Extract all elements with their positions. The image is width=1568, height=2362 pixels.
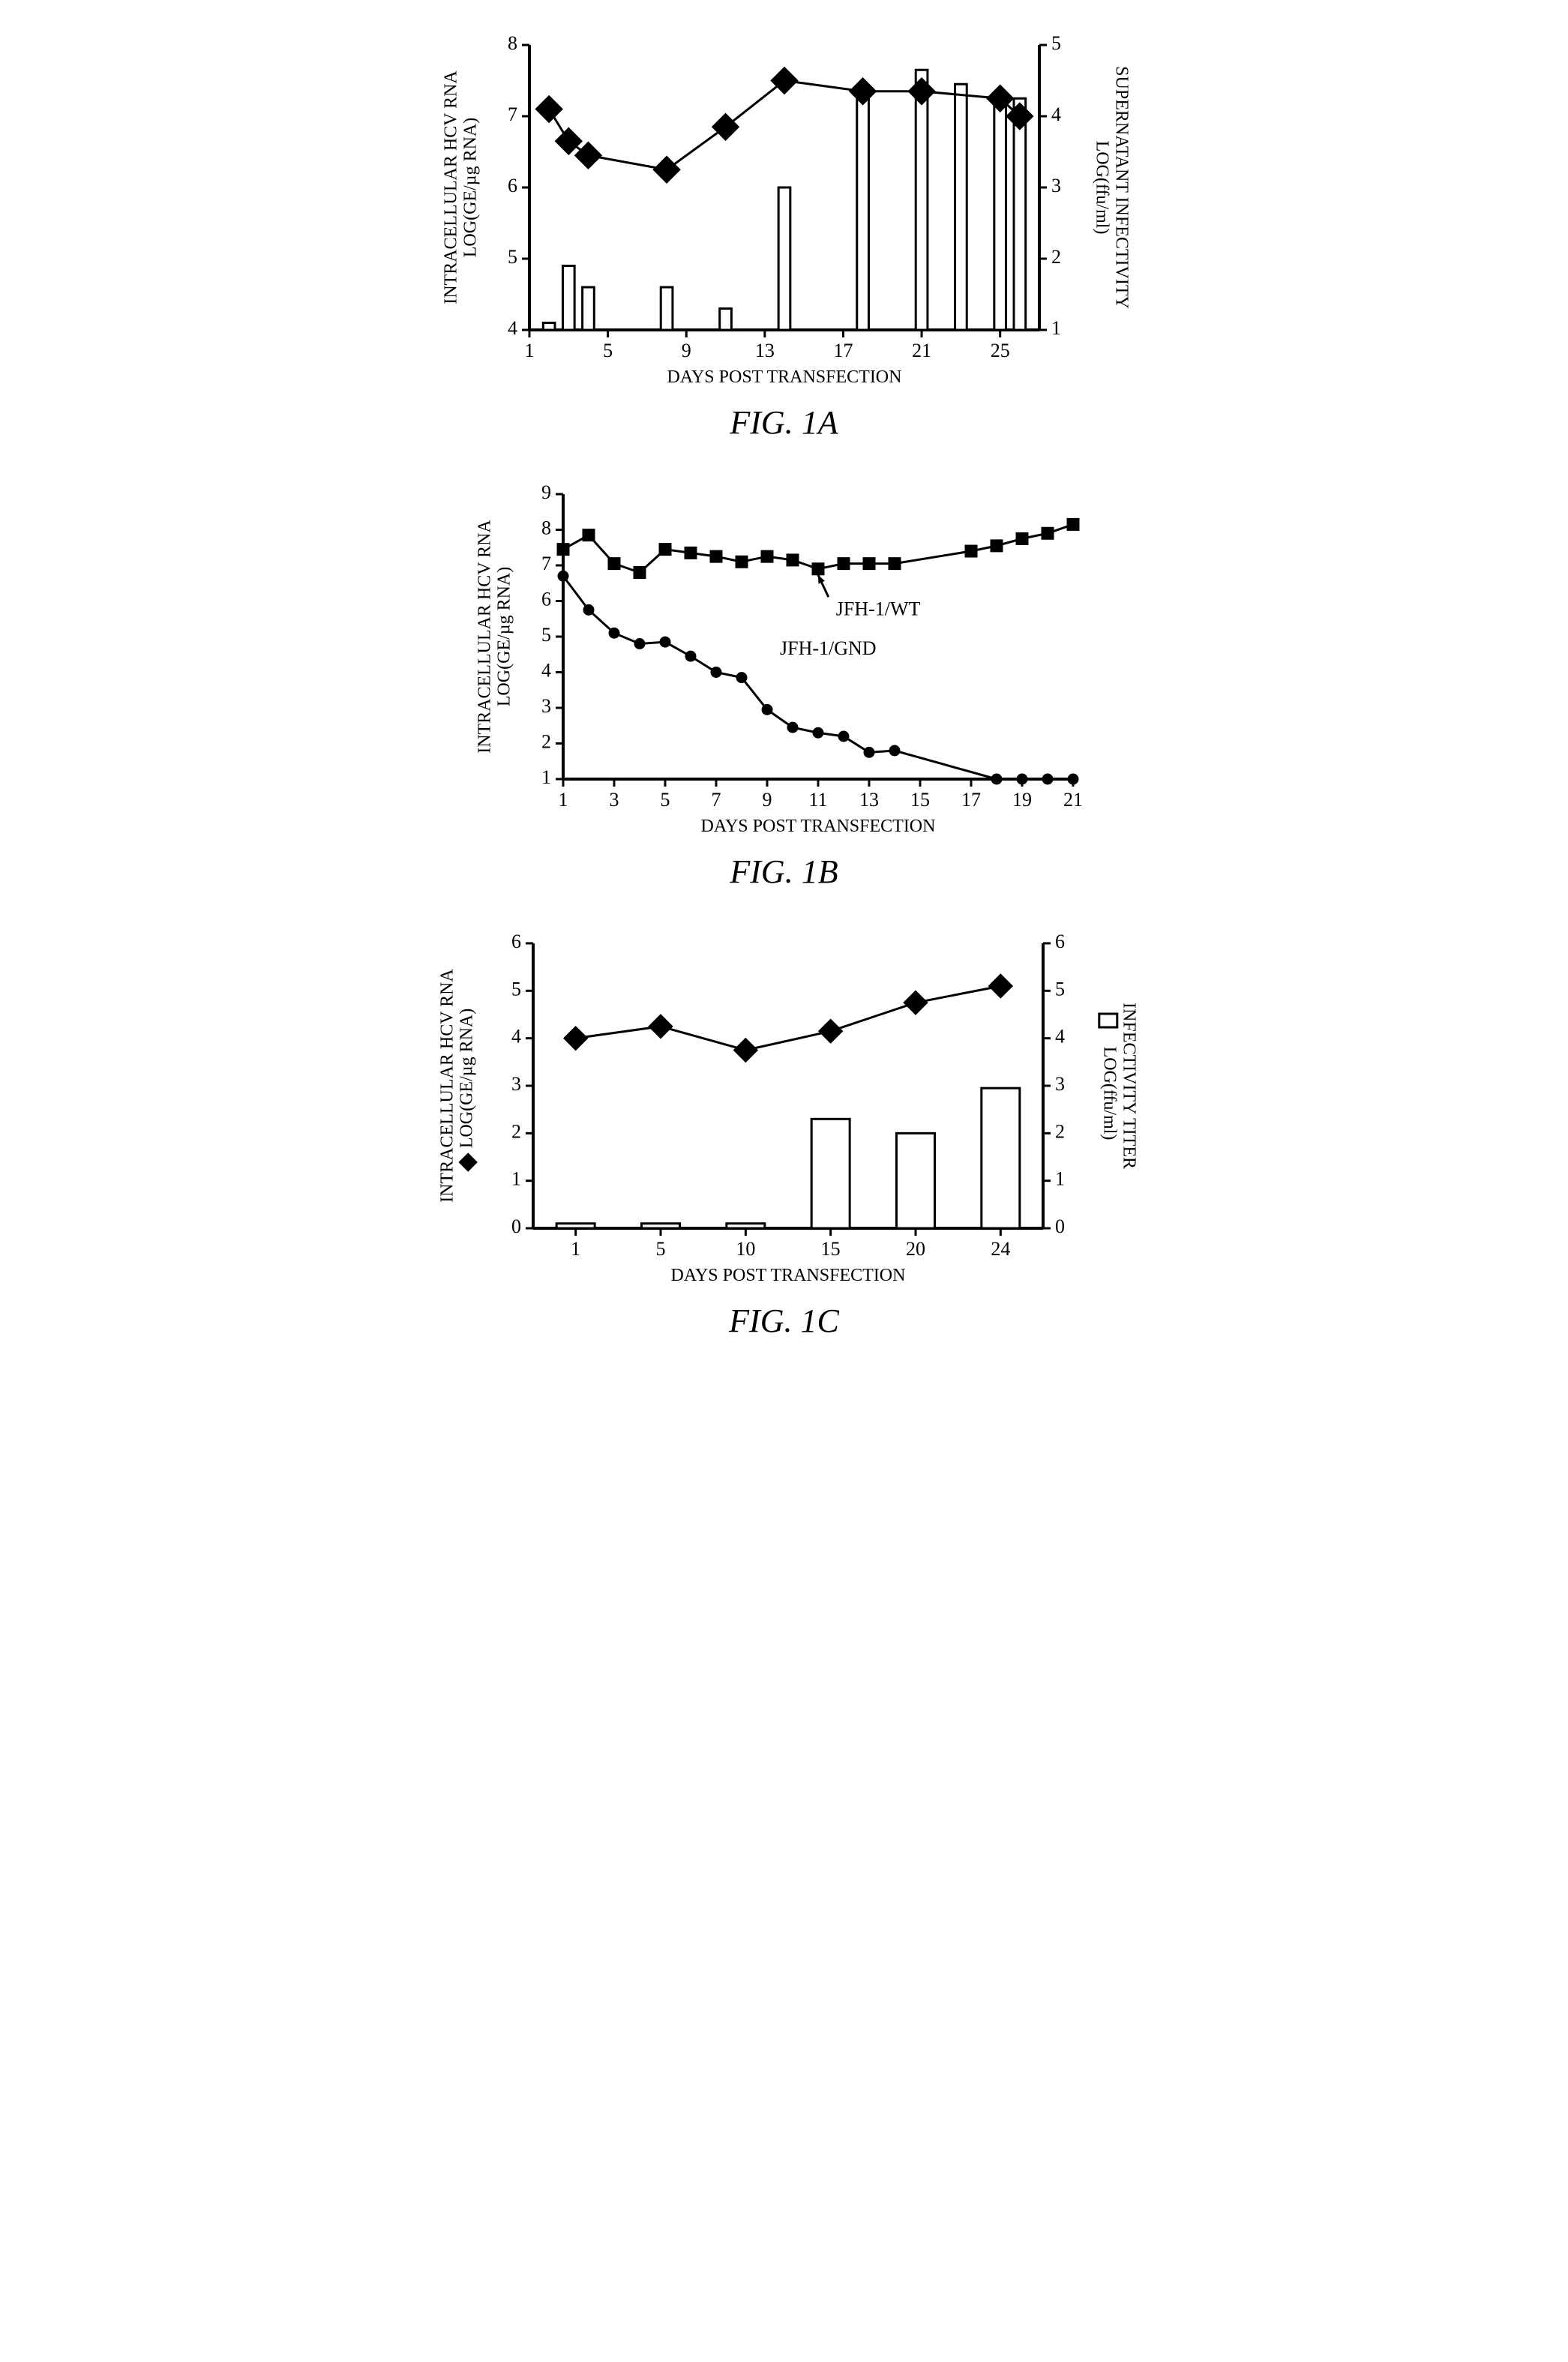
svg-text:1: 1 bbox=[511, 1168, 521, 1190]
svg-text:13: 13 bbox=[754, 340, 774, 361]
svg-text:LOG(ffu/ml): LOG(ffu/ml) bbox=[1099, 1047, 1119, 1141]
svg-text:15: 15 bbox=[820, 1238, 840, 1260]
svg-text:5: 5 bbox=[508, 246, 517, 268]
svg-text:2: 2 bbox=[1055, 1120, 1065, 1142]
figure-1c-panel: 151015202401234560123456DAYS POST TRANSF… bbox=[417, 928, 1152, 1340]
svg-text:19: 19 bbox=[1012, 789, 1032, 811]
svg-text:9: 9 bbox=[541, 481, 551, 503]
svg-text:5: 5 bbox=[655, 1238, 665, 1260]
svg-text:21: 21 bbox=[1063, 789, 1083, 811]
svg-text:5: 5 bbox=[1055, 978, 1065, 1000]
svg-text:7: 7 bbox=[508, 103, 517, 125]
svg-text:20: 20 bbox=[906, 1238, 925, 1260]
svg-text:3: 3 bbox=[1055, 1073, 1065, 1095]
svg-text:1: 1 bbox=[524, 340, 534, 361]
svg-text:6: 6 bbox=[541, 588, 551, 610]
svg-text:1: 1 bbox=[1051, 317, 1061, 339]
svg-text:SUPERNATANT INFECTIVITY: SUPERNATANT INFECTIVITY bbox=[1111, 66, 1131, 309]
svg-text:INTRACELLULAR HCV RNA: INTRACELLULAR HCV RNA bbox=[437, 969, 457, 1203]
svg-text:17: 17 bbox=[833, 340, 853, 361]
svg-text:6: 6 bbox=[1055, 931, 1065, 952]
svg-text:LOG(GE/µg RNA): LOG(GE/µg RNA) bbox=[457, 1009, 476, 1148]
figure-1b-caption: FIG. 1B bbox=[730, 853, 838, 891]
svg-text:5: 5 bbox=[511, 978, 521, 1000]
svg-text:1: 1 bbox=[571, 1238, 580, 1260]
svg-text:4: 4 bbox=[1055, 1026, 1065, 1048]
figure-1b-panel: 13579111315171921123456789JFH-1/WTJFH-1/… bbox=[417, 479, 1152, 891]
svg-text:3: 3 bbox=[609, 789, 619, 811]
svg-text:6: 6 bbox=[511, 931, 521, 952]
svg-text:17: 17 bbox=[961, 789, 981, 811]
svg-text:DAYS POST TRANSFECTION: DAYS POST TRANSFECTION bbox=[667, 367, 901, 387]
svg-text:3: 3 bbox=[1051, 175, 1061, 196]
svg-text:25: 25 bbox=[990, 340, 1009, 361]
svg-text:5: 5 bbox=[1051, 32, 1061, 54]
svg-text:4: 4 bbox=[541, 659, 551, 681]
svg-text:3: 3 bbox=[511, 1073, 521, 1095]
svg-text:21: 21 bbox=[912, 340, 931, 361]
svg-text:5: 5 bbox=[660, 789, 670, 811]
svg-text:9: 9 bbox=[681, 340, 691, 361]
svg-text:5: 5 bbox=[603, 340, 613, 361]
svg-text:9: 9 bbox=[762, 789, 772, 811]
svg-text:6: 6 bbox=[508, 175, 517, 196]
svg-text:4: 4 bbox=[1051, 103, 1061, 125]
svg-text:10: 10 bbox=[736, 1238, 755, 1260]
svg-text:7: 7 bbox=[541, 553, 551, 574]
svg-text:1: 1 bbox=[558, 789, 568, 811]
svg-text:LOG(GE/µg RNA): LOG(GE/µg RNA) bbox=[494, 567, 514, 706]
svg-text:LOG(GE/µg RNA): LOG(GE/µg RNA) bbox=[460, 118, 480, 257]
svg-text:15: 15 bbox=[910, 789, 930, 811]
svg-text:DAYS POST TRANSFECTION: DAYS POST TRANSFECTION bbox=[670, 1266, 905, 1285]
svg-text:JFH-1/GND: JFH-1/GND bbox=[780, 637, 877, 659]
svg-text:4: 4 bbox=[508, 317, 517, 339]
svg-text:3: 3 bbox=[541, 695, 551, 717]
figure-1c-chart: 151015202401234560123456DAYS POST TRANSF… bbox=[413, 928, 1156, 1296]
svg-text:2: 2 bbox=[541, 730, 551, 752]
svg-text:2: 2 bbox=[511, 1120, 521, 1142]
svg-text:7: 7 bbox=[711, 789, 721, 811]
svg-text:DAYS POST TRANSFECTION: DAYS POST TRANSFECTION bbox=[700, 817, 935, 836]
svg-text:0: 0 bbox=[511, 1215, 521, 1237]
figure-1a-chart: 1 5 9 13 17 21 25 4 5 6 7 8 1 2 3 4 5 DAYS POST TRANSFECT… bbox=[417, 30, 1152, 397]
svg-text:1: 1 bbox=[541, 766, 551, 788]
svg-text:13: 13 bbox=[859, 789, 879, 811]
svg-text:INFECTIVITY TITER: INFECTIVITY TITER bbox=[1119, 1003, 1138, 1169]
svg-text:1: 1 bbox=[1055, 1168, 1065, 1190]
svg-text:JFH-1/WT: JFH-1/WT bbox=[835, 598, 920, 619]
svg-text:LOG(ffu/ml): LOG(ffu/ml) bbox=[1092, 141, 1111, 235]
figure-1c-caption: FIG. 1C bbox=[729, 1302, 839, 1340]
svg-text:0: 0 bbox=[1055, 1215, 1065, 1237]
svg-text:24: 24 bbox=[991, 1238, 1010, 1260]
svg-text:INTRACELLULAR HCV RNA: INTRACELLULAR HCV RNA bbox=[475, 520, 494, 754]
svg-text:8: 8 bbox=[508, 32, 517, 54]
figure-1a-caption: FIG. 1A bbox=[730, 403, 838, 442]
svg-text:INTRACELLULAR HCV RNA: INTRACELLULAR HCV RNA bbox=[441, 70, 460, 304]
figure-1b-chart: 13579111315171921123456789JFH-1/WTJFH-1/… bbox=[451, 479, 1118, 847]
svg-text:4: 4 bbox=[511, 1026, 521, 1048]
svg-text:11: 11 bbox=[808, 789, 827, 811]
svg-text:5: 5 bbox=[541, 624, 551, 646]
svg-text:2: 2 bbox=[1051, 246, 1061, 268]
svg-text:8: 8 bbox=[541, 517, 551, 538]
figure-1a-panel: 1 5 9 13 17 21 25 4 5 6 7 8 1 2 3 4 5 DAYS POST TRANSFECT… bbox=[417, 30, 1152, 442]
